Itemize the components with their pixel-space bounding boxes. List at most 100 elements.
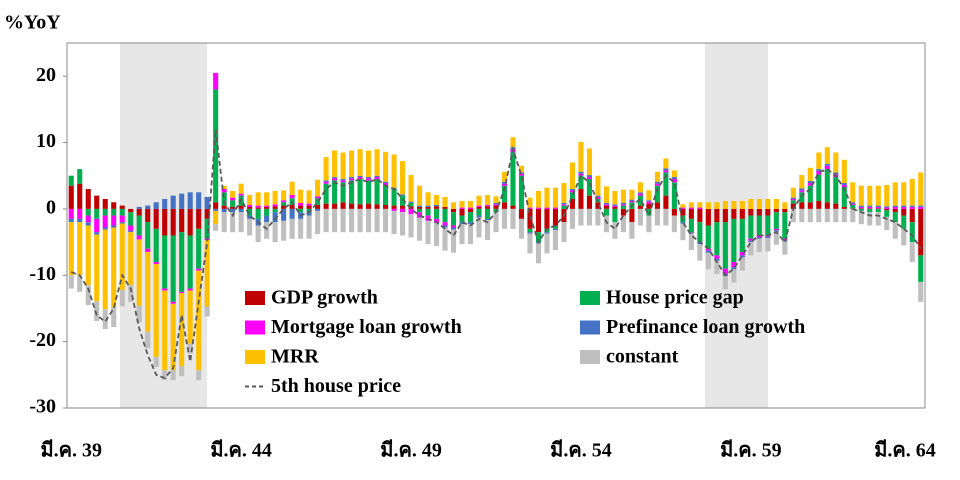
bar-segment [671,177,677,180]
bar-segment [136,215,142,236]
bar-segment [383,208,389,233]
bar-segment [595,175,601,196]
bar-segment [187,288,193,291]
legend-label: constant [606,346,679,368]
bar-segment [247,208,253,216]
bar-segment [391,205,397,209]
bar-segment [833,152,839,173]
bar-segment [77,169,83,184]
bar-segment [561,202,567,205]
bar-segment [408,175,414,202]
bar-segment [552,225,559,229]
bar-segment [289,208,295,219]
bar-segment [77,208,83,219]
bar-segment [901,205,907,207]
bar-segment [450,212,457,226]
bar-segment [170,208,176,236]
bar-segment [204,218,210,239]
bar-segment [383,181,389,184]
bar-segment [773,198,779,209]
bar-segment [807,185,813,203]
bar-segment [637,205,643,209]
bar-segment [552,228,559,231]
bar-segment [680,204,686,208]
bar-segment [136,235,142,240]
bar-segment [213,208,219,211]
bar-segment [816,171,822,175]
bar-segment [833,177,839,204]
bar-segment [731,200,737,209]
bar-segment [756,237,762,239]
bar-segment [705,202,711,209]
bar-segment [595,196,601,199]
bar-segment [850,202,856,204]
bar-segment [680,207,686,209]
x-tick-label: มี.ค. 59 [720,439,782,462]
bar-segment [85,222,91,226]
bar-segment [654,202,660,209]
bar-segment [68,222,74,276]
bar-segment [162,290,168,371]
bar-segment [603,205,609,209]
bar-segment [187,290,193,344]
bar-segment [340,182,346,203]
bar-segment [179,291,185,294]
bar-segment [119,205,125,209]
bar-segment [196,192,202,209]
bar-segment [756,215,762,236]
bar-segment [196,370,202,381]
bar-segment [476,215,482,218]
bar-segment [153,208,159,229]
bar-segment [383,204,389,209]
bar-segment [204,306,210,317]
bar-segment [782,241,788,255]
bar-segment [400,161,406,195]
bar-segment [739,200,745,209]
bar-segment [637,182,643,193]
bar-segment [629,199,635,201]
bar-segment [153,202,159,209]
bar-segment [714,255,720,259]
bar-segment [128,212,134,226]
bar-segment [493,202,499,205]
bar-segment [298,208,304,213]
bar-segment [366,177,372,179]
bar-segment [756,198,762,209]
bar-segment [680,222,686,224]
bar-segment [68,185,74,209]
bar-segment [272,212,278,223]
bar-segment [247,204,253,207]
bar-segment [629,200,635,203]
bar-segment [671,182,677,209]
bar-segment [230,208,236,213]
bar-segment [705,208,711,226]
bar-segment [595,195,601,197]
legend-swatch [245,350,265,364]
bar-segment [255,207,261,209]
bar-segment [909,208,915,223]
bar-segment [578,175,584,189]
legend-label: GDP growth [271,287,378,309]
bar-segment [187,343,193,354]
bar-segment [179,293,185,367]
bar-segment [484,218,491,221]
bar-segment [603,215,609,233]
bar-segment [289,181,295,195]
bar-segment [697,208,703,223]
bar-segment [162,235,168,289]
bar-segment [374,208,380,233]
bar-segment [221,192,227,206]
bar-segment [187,235,193,289]
bar-segment [484,204,491,207]
bar-segment [901,215,907,229]
bar-segment [909,179,915,206]
bar-segment [357,149,363,176]
bar-segment [315,204,321,209]
bar-segment [773,231,779,245]
bar-segment [748,238,754,241]
bar-segment [731,262,737,268]
bar-segment [323,203,329,209]
bar-segment [731,269,737,283]
bar-segment [68,208,74,219]
bar-segment [858,185,864,206]
